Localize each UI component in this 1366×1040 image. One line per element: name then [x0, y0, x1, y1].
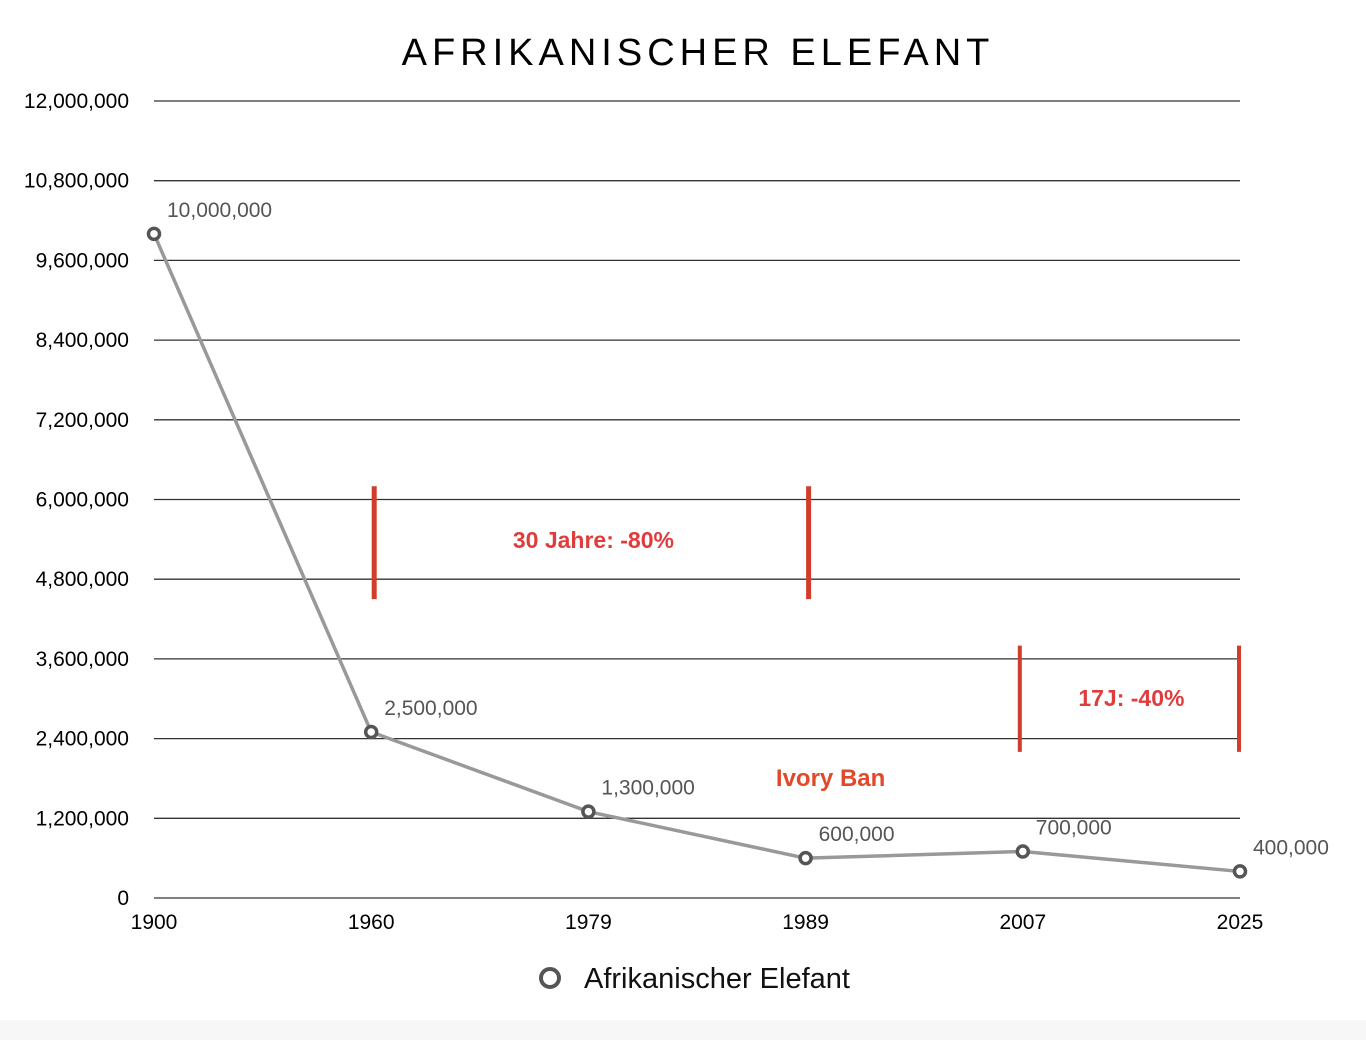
- gridlines: [154, 100, 1240, 899]
- x-tick-label: 1979: [565, 911, 612, 934]
- data-label: 700,000: [1036, 817, 1112, 840]
- x-tick-label: 2007: [999, 911, 1046, 934]
- x-axis-ticks: 1900 1960 1979 1989 2007 2025: [131, 911, 1264, 934]
- series: [146, 226, 1248, 879]
- data-label: 1,300,000: [601, 777, 694, 800]
- data-label: 10,000,000: [167, 199, 272, 222]
- y-tick-label: 1,200,000: [36, 807, 129, 830]
- data-point: [146, 226, 162, 242]
- bottom-strip: [0, 1020, 1366, 1040]
- legend-label: Afrikanischer Elefant: [584, 963, 850, 995]
- annotation-label: 17J: -40%: [1078, 685, 1184, 711]
- y-tick-label: 0: [117, 887, 129, 910]
- y-tick-label: 4,800,000: [36, 568, 129, 591]
- data-labels: 10,000,000 2,500,000 1,300,000 600,000 700,0…: [167, 199, 1329, 860]
- data-label: 600,000: [819, 823, 895, 846]
- annotation-label: Ivory Ban: [776, 765, 885, 792]
- data-label: 400,000: [1253, 836, 1329, 859]
- series-line: [152, 233, 1241, 874]
- y-tick-label: 9,600,000: [36, 249, 129, 272]
- y-tick-label: 10,800,000: [24, 170, 129, 193]
- annotations: 30 Jahre: -80% 17J: -40% Ivory Ban: [371, 486, 1241, 792]
- x-tick-label: 1989: [782, 911, 829, 934]
- data-point: [798, 850, 813, 866]
- y-tick-label: 2,400,000: [36, 728, 129, 751]
- y-tick-label: 12,000,000: [24, 90, 129, 113]
- y-tick-label: 8,400,000: [36, 329, 129, 352]
- y-tick-label: 7,200,000: [36, 409, 129, 432]
- annotation-label: 30 Jahre: -80%: [513, 527, 674, 553]
- x-tick-label: 2025: [1217, 911, 1264, 934]
- data-point: [581, 804, 596, 819]
- data-point: [1232, 864, 1248, 879]
- chart-title: AFRIKANISCHER ELEFANT: [402, 32, 995, 74]
- legend-marker: [539, 967, 561, 989]
- data-point: [363, 724, 379, 740]
- y-tick-label: 3,600,000: [36, 648, 129, 671]
- x-tick-label: 1960: [348, 911, 395, 934]
- data-point: [1015, 844, 1031, 859]
- y-axis-ticks: 0 1,200,000 2,400,000 3,600,000 4,800,000 6,0…: [24, 90, 129, 910]
- x-tick-label: 1900: [131, 911, 178, 934]
- data-label: 2,500,000: [384, 697, 477, 720]
- y-tick-label: 6,000,000: [36, 489, 129, 512]
- legend: Afrikanischer Elefant: [539, 963, 850, 995]
